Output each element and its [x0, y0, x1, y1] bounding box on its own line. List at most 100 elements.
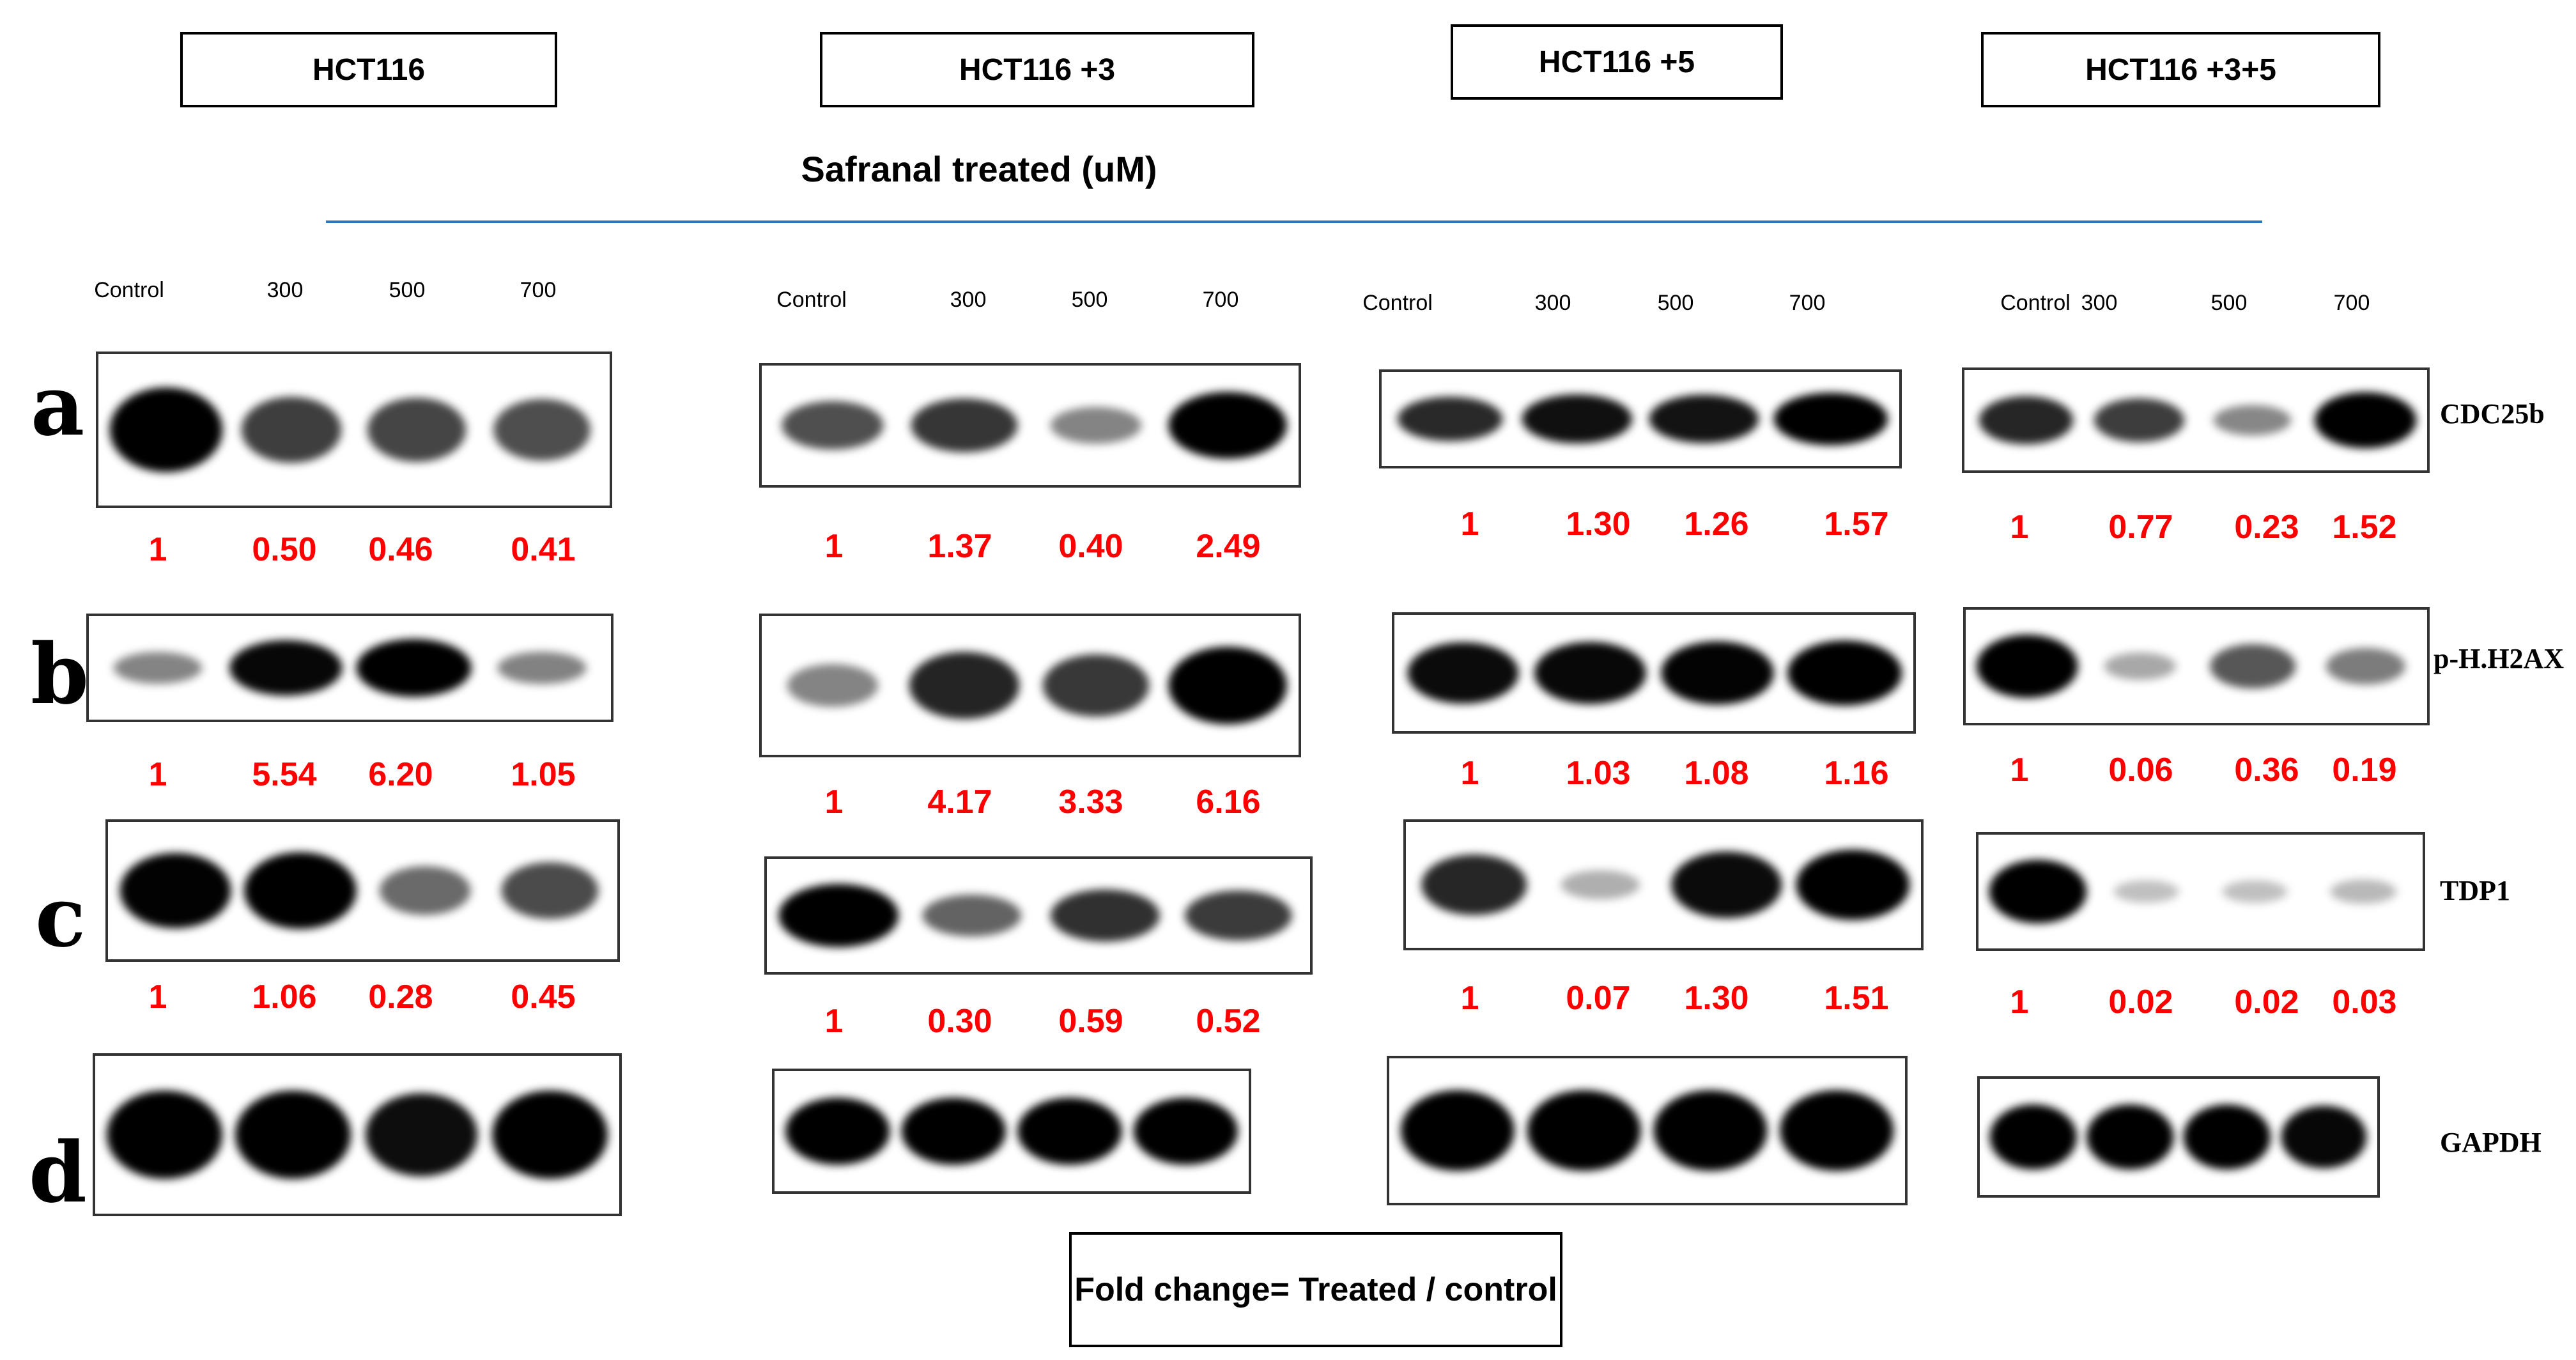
fold-tdp1-700: 0.45 [511, 978, 576, 1016]
band-300 [1527, 1090, 1641, 1171]
fold-cdc25b-300: 0.77 [2108, 509, 2173, 546]
lane-label-500: 500 [1657, 291, 1694, 315]
fold-p-h-h2ax-control: 1 [148, 756, 167, 793]
band-control [1421, 854, 1527, 915]
lane-label-300: 300 [1534, 291, 1571, 315]
fold-cdc25b-500: 0.40 [1058, 528, 1123, 565]
fold-cdc25b-700: 0.41 [511, 531, 576, 568]
fold-tdp1-700: 0.03 [2332, 984, 2397, 1021]
lane-label-500: 500 [1071, 288, 1108, 312]
blot-cdc25b-group-1 [96, 352, 612, 508]
row-letter-b: b [31, 625, 89, 723]
band-700 [2330, 879, 2396, 904]
lane-label-300: 300 [266, 278, 304, 302]
band-700 [2281, 1105, 2367, 1169]
band-500 [1042, 654, 1150, 717]
fold-p-h-h2ax-700: 1.05 [511, 756, 576, 793]
band-control [109, 387, 223, 472]
band-300 [2113, 880, 2179, 903]
band-control [1978, 396, 2074, 445]
band-700 [1773, 392, 1888, 445]
blot-p-h-h2ax-group-2 [759, 614, 1301, 757]
lane-label-control: Control [2000, 291, 2071, 315]
group-header-hct116-3: HCT116 +3 [820, 32, 1254, 107]
fold-cdc25b-700: 1.52 [2332, 509, 2397, 546]
band-500 [379, 866, 471, 915]
band-control [1989, 1104, 2077, 1170]
blot-image [778, 883, 1292, 948]
band-control [113, 652, 203, 684]
band-control [1407, 642, 1519, 704]
band-500 [2222, 880, 2288, 903]
band-300 [911, 398, 1018, 452]
fold-p-h-h2ax-500: 3.33 [1058, 784, 1123, 821]
band-500 [1050, 889, 1160, 942]
row-letter-a: a [31, 357, 85, 454]
fold-p-h-h2ax-700: 6.16 [1196, 784, 1261, 821]
blot-tdp1-group-3 [1403, 819, 1924, 950]
fold-tdp1-500: 0.02 [2234, 984, 2299, 1021]
band-control [106, 1090, 222, 1179]
fold-p-h-h2ax-control: 1 [824, 784, 844, 821]
fold-cdc25b-300: 0.50 [252, 531, 317, 568]
treatment-label: Safranal treated (uM) [801, 149, 1157, 189]
lane-label-500: 500 [389, 278, 426, 302]
band-300 [243, 852, 357, 929]
fold-tdp1-300: 0.07 [1566, 980, 1631, 1017]
blot-image [1989, 1104, 2367, 1170]
band-300 [1534, 642, 1647, 704]
lane-label-700: 700 [520, 278, 557, 302]
lane-label-control: Control [1362, 291, 1433, 315]
fold-tdp1-700: 1.51 [1824, 980, 1889, 1017]
lane-label-700: 700 [2333, 291, 2370, 315]
protein-label-gapdh: GAPDH [2440, 1127, 2541, 1158]
blot-p-h-h2ax-group-3 [1392, 612, 1916, 734]
fold-p-h-h2ax-700: 0.19 [2332, 752, 2397, 789]
blot-image [1978, 392, 2417, 449]
band-700 [492, 1090, 608, 1179]
band-500 [1661, 641, 1774, 705]
fold-cdc25b-700: 1.57 [1824, 506, 1889, 543]
band-700 [1787, 640, 1902, 706]
fold-tdp1-control: 1 [1460, 980, 1479, 1017]
band-300 [901, 1097, 1006, 1165]
blot-image [787, 646, 1287, 725]
band-300 [241, 396, 342, 463]
band-300 [909, 651, 1020, 720]
blot-gapdh-group-2 [772, 1069, 1251, 1194]
blot-p-h-h2ax-group-4 [1963, 607, 2430, 725]
band-500 [367, 398, 467, 462]
band-300 [922, 894, 1022, 937]
blot-cdc25b-group-4 [1962, 367, 2430, 473]
fold-cdc25b-300: 1.37 [927, 528, 992, 565]
band-500 [1017, 1097, 1122, 1165]
fold-tdp1-control: 1 [2010, 984, 2029, 1021]
band-500 [1649, 394, 1759, 444]
blot-gapdh-group-1 [93, 1053, 622, 1216]
group-header-hct116: HCT116 [180, 32, 557, 107]
band-700 [1185, 890, 1292, 941]
treatment-divider [326, 220, 2262, 223]
band-300 [235, 1090, 351, 1179]
fold-tdp1-500: 0.59 [1058, 1003, 1123, 1040]
fold-cdc25b-500: 0.46 [368, 531, 433, 568]
fold-tdp1-control: 1 [824, 1003, 844, 1040]
blot-image [1421, 849, 1910, 920]
blot-gapdh-group-3 [1387, 1056, 1908, 1205]
fold-tdp1-control: 1 [148, 978, 167, 1016]
fold-cdc25b-control: 1 [148, 531, 167, 568]
band-500 [356, 638, 472, 697]
protein-label-cdc25b: CDC25b [2440, 398, 2545, 429]
band-control [1397, 396, 1503, 442]
protein-label-tdp1: TDP1 [2440, 875, 2510, 906]
fold-p-h-h2ax-control: 1 [1460, 755, 1479, 792]
fold-p-h-h2ax-300: 1.03 [1566, 755, 1631, 792]
band-300 [229, 640, 343, 696]
band-control [778, 883, 899, 948]
band-500 [365, 1093, 478, 1177]
band-control [120, 853, 231, 929]
group-header-hct116-5: HCT116 +5 [1451, 24, 1783, 100]
protein-label-p-h-h2ax: p-H.H2AX [2433, 643, 2564, 674]
band-700 [497, 651, 587, 684]
fold-tdp1-700: 0.52 [1196, 1003, 1261, 1040]
